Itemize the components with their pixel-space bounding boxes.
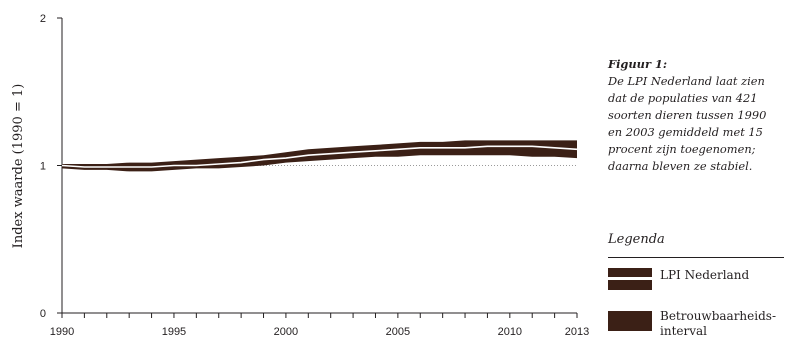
x-tick-label: 1990	[50, 326, 74, 338]
legend-divider	[608, 257, 784, 258]
y-tick-label: 0	[40, 308, 46, 320]
legend-swatch-interval	[608, 311, 652, 331]
x-tick-label: 2005	[386, 326, 410, 338]
caption-title: Figuur 1:	[608, 57, 668, 71]
legend-title: Legenda	[608, 232, 665, 247]
legend-label-lpi: LPI Nederland	[660, 268, 750, 282]
legend-label-interval-line1: Betrouwbaarheids-	[660, 309, 776, 323]
y-tick-label: 2	[40, 13, 46, 25]
legend-label-interval: Betrouwbaarheids- interval	[660, 309, 784, 339]
chart-marks	[61, 140, 578, 172]
x-tick-label: 2000	[274, 326, 298, 338]
x-tick-label: 2010	[498, 326, 522, 338]
x-tick-label: 2013	[565, 326, 589, 338]
figure-caption: Figuur 1: De LPI Nederland laat zien dat…	[608, 56, 783, 175]
chart-axes: 0 1 2 1990 1995 2000 2005 2010 2013	[40, 13, 589, 338]
legend-label-interval-line2: interval	[660, 324, 707, 338]
legend-swatch-lpi	[608, 268, 652, 290]
y-tick-label: 1	[40, 161, 46, 173]
caption-body: De LPI Nederland laat zien dat de popula…	[608, 74, 767, 173]
lpi-line	[61, 145, 578, 168]
lpi-chart: 0 1 2 1990 1995 2000 2005 2010 2013 Index waarde…	[11, 13, 589, 338]
y-axis-label: Index waarde (1990 = 1)	[11, 84, 26, 249]
x-tick-label: 1995	[162, 326, 186, 338]
